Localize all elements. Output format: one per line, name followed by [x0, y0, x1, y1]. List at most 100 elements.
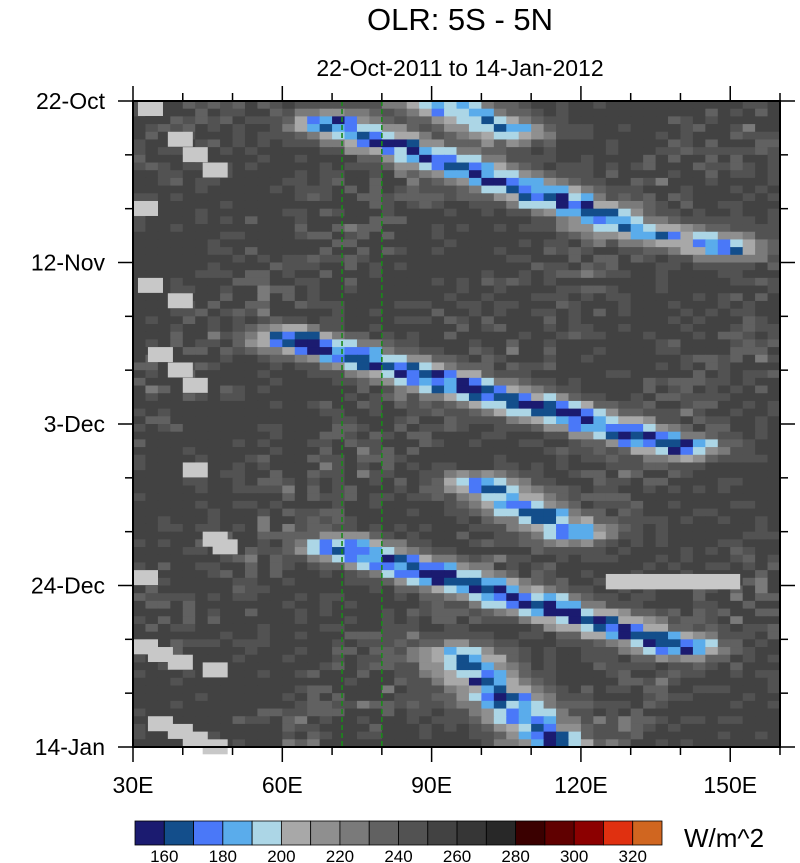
heatmap-cell	[369, 462, 383, 471]
heatmap-cell	[655, 408, 669, 417]
heatmap-cell	[767, 570, 781, 579]
heatmap-cell	[767, 608, 781, 617]
heatmap-cell	[182, 608, 196, 617]
heatmap-cell	[269, 462, 283, 471]
heatmap-cell	[257, 677, 271, 687]
heatmap-cell	[195, 270, 209, 279]
heatmap-cell	[195, 647, 209, 656]
heatmap-cell	[319, 124, 333, 133]
heatmap-cell	[755, 454, 769, 464]
heatmap-cell	[568, 147, 582, 156]
heatmap-cell	[182, 639, 196, 648]
heatmap-cell	[580, 224, 594, 233]
heatmap-cell	[307, 523, 321, 533]
heatmap-cell	[332, 147, 346, 156]
heatmap-cell	[730, 739, 744, 748]
heatmap-cell	[307, 623, 321, 633]
heatmap-cell	[481, 224, 495, 233]
heatmap-cell	[668, 508, 682, 517]
heatmap-cell	[319, 600, 333, 610]
heatmap-cell	[170, 585, 184, 594]
heatmap-cell	[133, 500, 147, 510]
heatmap-cell	[468, 416, 482, 425]
heatmap-cell	[580, 193, 594, 202]
heatmap-cell	[257, 239, 271, 248]
heatmap-cell	[568, 454, 582, 464]
heatmap-cell	[419, 424, 433, 433]
heatmap-cell	[643, 324, 657, 333]
heatmap-cell	[170, 593, 184, 602]
heatmap-cell	[518, 447, 532, 456]
heatmap-cell	[369, 131, 383, 141]
heatmap-cell	[481, 639, 495, 648]
heatmap-cell	[655, 316, 669, 325]
heatmap-cell	[406, 439, 420, 448]
heatmap-cell	[468, 370, 482, 379]
heatmap-cell	[692, 500, 706, 510]
heatmap-cell	[406, 124, 420, 133]
heatmap-cell	[232, 239, 246, 248]
heatmap-cell	[294, 700, 308, 710]
heatmap-cell	[493, 400, 507, 410]
heatmap-cell	[705, 331, 719, 341]
heatmap-cell	[568, 139, 582, 148]
heatmap-cell	[618, 185, 632, 194]
heatmap-cell	[468, 147, 482, 156]
heatmap-cell	[717, 116, 731, 125]
heatmap-cell	[506, 262, 520, 271]
heatmap-cell	[444, 585, 458, 594]
heatmap-cell	[481, 101, 495, 110]
heatmap-cell	[182, 308, 196, 317]
heatmap-cell	[680, 454, 694, 464]
heatmap-cell	[257, 377, 271, 387]
heatmap-cell	[468, 577, 482, 587]
heatmap-cell	[742, 670, 756, 679]
heatmap-cell	[742, 708, 756, 717]
heatmap-cell	[419, 716, 433, 725]
heatmap-cell	[133, 731, 147, 740]
heatmap-cell	[518, 639, 532, 648]
heatmap-cell	[282, 623, 296, 633]
heatmap-cell	[182, 177, 196, 187]
heatmap-cell	[593, 270, 607, 279]
heatmap-cell	[381, 508, 395, 517]
heatmap-cell	[692, 185, 706, 194]
heatmap-cell	[643, 431, 657, 440]
heatmap-cell	[668, 585, 682, 594]
heatmap-cell	[431, 562, 445, 571]
heatmap-cell	[344, 162, 358, 171]
heatmap-cell	[431, 685, 445, 694]
heatmap-cell	[406, 716, 420, 725]
heatmap-cell	[742, 277, 756, 287]
heatmap-cell	[232, 716, 246, 725]
heatmap-cell	[481, 685, 495, 694]
x-tick-label: 90E	[411, 772, 452, 798]
heatmap-cell	[655, 101, 669, 110]
heatmap-cell	[605, 216, 619, 225]
heatmap-cell	[755, 154, 769, 164]
heatmap-cell	[394, 639, 408, 648]
heatmap-cell	[605, 316, 619, 325]
heatmap-cell	[456, 693, 470, 702]
heatmap-cell	[307, 477, 321, 487]
heatmap-cell	[580, 431, 594, 440]
heatmap-cell	[568, 393, 582, 402]
heatmap-cell	[742, 739, 756, 748]
heatmap-cell	[655, 154, 669, 164]
heatmap-cell	[294, 331, 308, 341]
heatmap-cell	[207, 362, 221, 371]
heatmap-cell	[717, 477, 731, 487]
heatmap-cell	[356, 354, 371, 364]
heatmap-cell	[481, 400, 495, 410]
heatmap-cell	[618, 370, 632, 379]
heatmap-cell	[344, 508, 358, 517]
heatmap-cell	[556, 554, 570, 564]
heatmap-cell	[344, 616, 358, 625]
heatmap-cell	[518, 200, 532, 210]
heatmap-cell	[705, 631, 719, 640]
heatmap-cell	[307, 254, 321, 264]
heatmap-cell	[269, 708, 283, 717]
heatmap-cell	[232, 631, 246, 640]
colorbar-box	[222, 820, 253, 846]
